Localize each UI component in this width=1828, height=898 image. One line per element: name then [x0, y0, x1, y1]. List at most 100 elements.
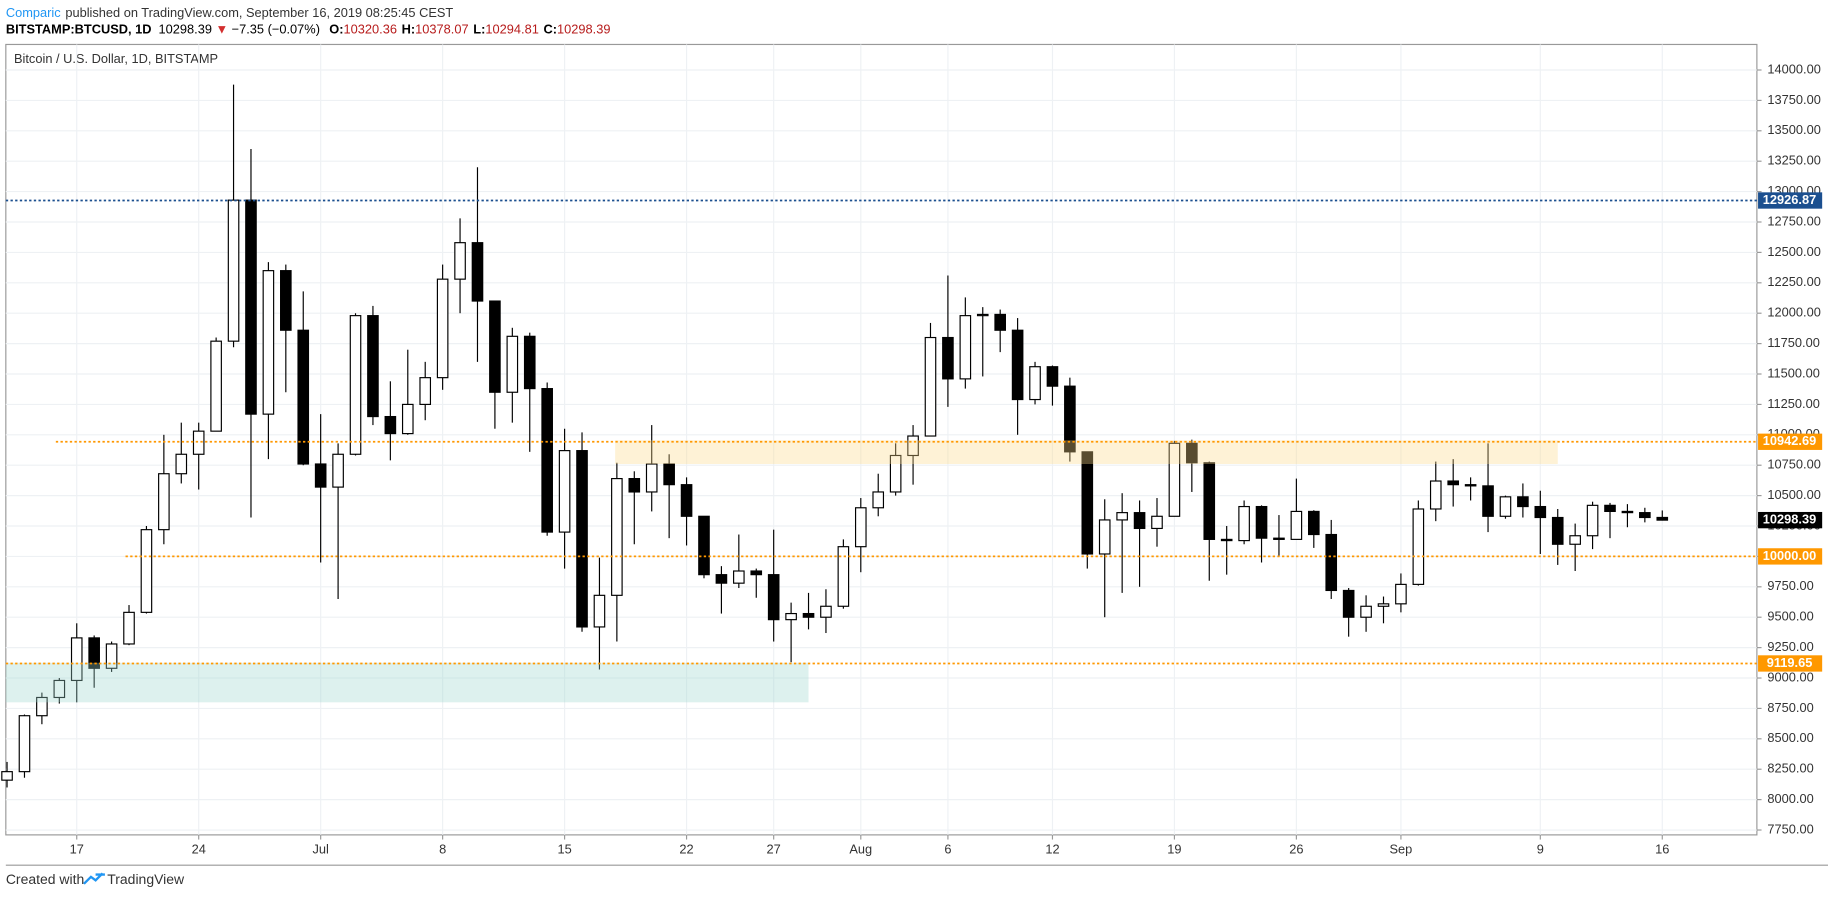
candle-body	[872, 491, 885, 509]
x-tick-label: 26	[1289, 841, 1303, 856]
x-tick-label: 17	[70, 841, 84, 856]
y-tick-label: 7750.00	[1767, 821, 1813, 836]
candle-body	[1064, 385, 1076, 453]
published: published on TradingView.com, September …	[65, 6, 453, 21]
zone	[5, 662, 809, 703]
last-price: 10298.39	[159, 22, 212, 37]
candle-body	[1412, 508, 1425, 585]
y-tick-label: 13250.00	[1767, 153, 1820, 168]
candle-body	[820, 605, 832, 618]
level-label: 10942.69	[1763, 433, 1816, 448]
candle-body	[785, 612, 797, 621]
x-tick-label: 22	[679, 841, 693, 856]
candle-body	[593, 594, 606, 628]
change-arrow: ▼	[215, 22, 228, 37]
candle-body	[1342, 589, 1355, 618]
candle-body	[175, 453, 188, 475]
symbol: BITSTAMP:BTCUSD, 1D	[6, 22, 152, 37]
y-tick-label: 8250.00	[1767, 761, 1813, 776]
candle-body	[105, 643, 118, 669]
x-tick-label: 24	[192, 841, 206, 856]
y-tick-label: 8500.00	[1767, 730, 1813, 745]
candle-body	[1151, 515, 1163, 530]
candle-body	[645, 463, 658, 493]
ohlc-value: 10320.36	[344, 22, 397, 37]
y-tick-label: 12250.00	[1767, 274, 1820, 289]
last-price-box	[1758, 511, 1823, 529]
candle-body	[767, 574, 780, 621]
candle-body	[1046, 366, 1059, 387]
ohlc-value: 10294.81	[485, 22, 538, 37]
candle-body	[245, 199, 257, 415]
x-tick-label: 27	[767, 841, 781, 856]
candle-body	[1220, 538, 1233, 542]
candle-body	[454, 242, 466, 280]
x-tick-label: Jul	[312, 841, 328, 856]
candle-body	[471, 242, 484, 302]
candle-body	[419, 377, 432, 405]
level-label: 9119.65	[1767, 655, 1813, 670]
candle-body	[715, 574, 728, 584]
candle-body	[1029, 366, 1041, 401]
ohlc-label: C:	[544, 22, 558, 37]
candle-body	[1482, 485, 1494, 517]
ohlc-value: 10298.39	[557, 22, 610, 37]
candle-body	[1586, 504, 1599, 537]
zone	[615, 440, 1558, 464]
change: −7.35 (−0.07%)	[232, 22, 320, 37]
candle-body	[1273, 537, 1285, 540]
level-label: 10000.00	[1763, 548, 1816, 563]
candle-body	[1534, 505, 1547, 519]
candle-body	[1551, 516, 1564, 545]
y-tick-label: 9750.00	[1767, 578, 1813, 593]
candle-body	[158, 473, 170, 531]
candle-body	[280, 270, 292, 331]
candle-body	[401, 403, 414, 435]
candle-body	[1325, 533, 1338, 592]
candle-body	[1011, 329, 1024, 401]
ohlc-label: O:	[329, 22, 343, 37]
x-tick-label: 9	[1537, 841, 1544, 856]
x-tick-label: 19	[1167, 841, 1181, 856]
x-tick-label: 16	[1655, 841, 1669, 856]
chart-title: Bitcoin / U.S. Dollar, 1D, BITSTAMP	[14, 51, 218, 66]
candle-body	[36, 696, 48, 717]
candle-body	[611, 478, 623, 596]
candle-body	[297, 329, 310, 465]
candle-body	[227, 199, 240, 342]
header-line-2: BITSTAMP:BTCUSD, 1D 10298.39 ▼ −7.35 (−0.07…	[6, 22, 611, 37]
candle-body	[1133, 512, 1146, 530]
candle-body	[1517, 496, 1529, 508]
x-tick-label: 12	[1045, 841, 1059, 856]
footer-text: Created with	[6, 871, 84, 887]
candle-body	[976, 313, 989, 317]
last-price-label: 10298.39	[1763, 512, 1816, 527]
candle-body	[680, 484, 693, 517]
y-tick-label: 9500.00	[1767, 609, 1813, 624]
candle-body	[1255, 505, 1268, 539]
footer-brand: TradingView	[107, 871, 185, 887]
candle-body	[837, 546, 850, 607]
y-tick-label: 9250.00	[1767, 639, 1813, 654]
ohlc-value: 10378.07	[415, 22, 468, 37]
author: Comparic	[6, 6, 61, 21]
candle-body	[436, 278, 449, 379]
candle-body	[889, 454, 902, 493]
candle-body	[1604, 504, 1616, 513]
footer-logo	[83, 872, 105, 885]
candle-body	[1168, 442, 1181, 517]
candle-body	[1429, 480, 1442, 510]
y-tick-label: 13500.00	[1767, 122, 1820, 137]
y-tick-label: 8750.00	[1767, 700, 1813, 715]
candle-body	[576, 450, 588, 628]
candle-body	[802, 612, 815, 618]
candle-body	[558, 450, 571, 533]
level-label-box	[1758, 655, 1823, 672]
y-tick-label: 14000.00	[1767, 61, 1820, 76]
candle-body	[733, 570, 745, 584]
candle-body	[1447, 480, 1460, 486]
candle-body	[1116, 512, 1128, 521]
y-tick-label: 12500.00	[1767, 244, 1820, 259]
candle-body	[523, 335, 536, 390]
